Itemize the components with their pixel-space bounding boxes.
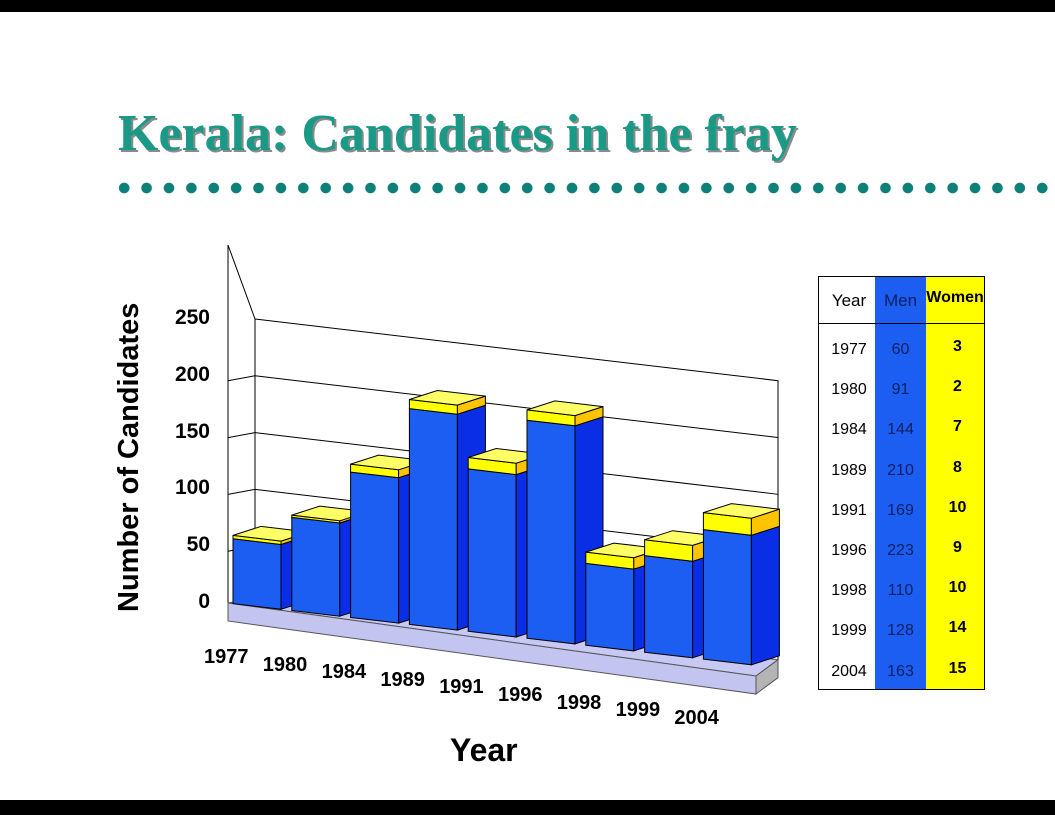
gridline-side — [227, 375, 256, 382]
x-tick-label: 1996 — [498, 684, 543, 706]
x-tick-label: 1989 — [380, 668, 425, 691]
page-title: Kerala: Candidates in the fray — [118, 105, 797, 162]
bar-men-front — [232, 538, 282, 610]
table-cell-women: 2 — [953, 378, 962, 396]
dotted-divider — [113, 181, 1053, 195]
table-cell-women: 8 — [953, 458, 962, 476]
x-axis-label: Year — [450, 732, 518, 768]
table-cell-women: 7 — [953, 418, 962, 436]
bar-men-front — [408, 408, 458, 631]
table-cell-men: 223 — [887, 542, 914, 559]
gridline-side — [227, 488, 256, 495]
table-cell-men: 91 — [891, 381, 910, 399]
table-cell-men: 169 — [887, 501, 914, 519]
bar-men-front — [291, 516, 341, 617]
y-tick-label: 100 — [174, 476, 210, 500]
bar-men-side — [750, 525, 780, 666]
y-axis-label: Number of Candidates — [113, 302, 145, 612]
bar-men-front — [644, 555, 694, 659]
y-tick-label: 150 — [174, 419, 210, 443]
table-cell-year: 1977 — [831, 341, 867, 358]
table-cell-women: 15 — [948, 659, 967, 677]
x-tick-label: 1991 — [439, 676, 484, 699]
x-tick-label: 1977 — [204, 646, 249, 668]
table-cell-year: 1996 — [831, 542, 867, 559]
table-cell-year: 1998 — [831, 582, 867, 600]
x-tick-label: 1980 — [262, 653, 308, 676]
table-header-year: Year — [831, 291, 867, 310]
x-tick-label: 2004 — [674, 706, 719, 729]
bar-top — [703, 503, 780, 519]
table-cell-women: 10 — [948, 579, 967, 597]
bar-men-front — [702, 529, 752, 666]
bar-men-front — [467, 468, 517, 638]
table-cell-men: 110 — [887, 582, 914, 600]
gridline-side — [227, 432, 256, 439]
table-cell-year: 1999 — [831, 622, 867, 640]
x-tick-label: 1984 — [321, 661, 367, 684]
table-cell-men: 210 — [887, 461, 914, 479]
table-cell-men: 163 — [887, 662, 914, 680]
bar-top — [526, 400, 604, 417]
bar-men-front — [350, 471, 400, 624]
table-cell-year: 2004 — [831, 662, 867, 680]
table-cell-women: 10 — [948, 498, 967, 516]
table-cell-year: 1991 — [831, 501, 867, 519]
chart-floor-side — [755, 658, 779, 695]
table-header-women: Women — [926, 289, 984, 306]
table-cell-women: 14 — [948, 619, 967, 637]
data-table: Year Men Women 1977 60 3 1980 91 2 1984 144 7 198… — [818, 276, 985, 690]
x-tick-label: 1999 — [615, 699, 661, 722]
men-column-fill — [875, 277, 926, 689]
table-cell-year: 1980 — [831, 381, 867, 399]
table-cell-women: 3 — [953, 338, 962, 355]
table-cell-year: 1989 — [831, 461, 867, 479]
gridline — [254, 375, 779, 439]
table-cell-men: 128 — [887, 622, 914, 640]
women-column-fill — [926, 277, 984, 689]
table-cell-women: 9 — [953, 539, 962, 556]
table-cell-year: 1984 — [831, 421, 867, 439]
table-header-men: Men — [883, 291, 918, 310]
table-cell-men: 60 — [891, 341, 910, 358]
table-header-divider — [819, 323, 984, 324]
y-tick-label: 250 — [174, 306, 210, 329]
bar-top — [409, 389, 486, 406]
y-tick-label: 200 — [174, 362, 210, 386]
bar-men-front — [526, 419, 576, 645]
y-tick-label: 0 — [198, 590, 210, 613]
bar-men-front — [585, 562, 635, 652]
table-cell-men: 144 — [887, 421, 914, 439]
x-tick-label: 1998 — [556, 691, 602, 714]
y-tick-label: 50 — [186, 533, 210, 557]
